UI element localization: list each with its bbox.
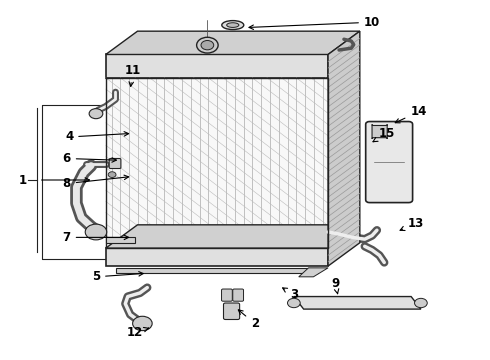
Text: 13: 13: [400, 216, 424, 230]
Text: 15: 15: [373, 127, 395, 142]
Text: 5: 5: [92, 270, 143, 283]
Polygon shape: [294, 297, 421, 309]
Text: 8: 8: [63, 175, 129, 190]
Polygon shape: [106, 78, 328, 248]
Circle shape: [89, 109, 103, 119]
Ellipse shape: [222, 21, 244, 30]
Circle shape: [196, 37, 218, 53]
Polygon shape: [328, 31, 360, 266]
Circle shape: [288, 298, 300, 308]
FancyBboxPatch shape: [223, 303, 240, 319]
Text: 11: 11: [124, 64, 141, 86]
Text: 4: 4: [65, 130, 128, 144]
Text: 14: 14: [395, 105, 427, 123]
Polygon shape: [106, 225, 360, 248]
Text: 9: 9: [331, 278, 340, 294]
Circle shape: [201, 41, 214, 50]
FancyBboxPatch shape: [366, 122, 413, 203]
Polygon shape: [106, 248, 328, 266]
Polygon shape: [116, 268, 318, 273]
Circle shape: [415, 298, 427, 308]
FancyBboxPatch shape: [109, 158, 121, 168]
Polygon shape: [299, 268, 328, 277]
Text: 7: 7: [63, 231, 128, 244]
FancyBboxPatch shape: [372, 125, 387, 139]
Circle shape: [133, 316, 152, 330]
Polygon shape: [106, 31, 360, 54]
Text: 10: 10: [249, 16, 380, 30]
Text: 3: 3: [283, 288, 298, 301]
Polygon shape: [106, 237, 135, 243]
Text: 12: 12: [127, 326, 149, 339]
Ellipse shape: [227, 23, 239, 27]
Circle shape: [85, 224, 107, 240]
Polygon shape: [106, 54, 328, 78]
Circle shape: [108, 172, 116, 177]
FancyBboxPatch shape: [221, 289, 232, 301]
Text: 2: 2: [238, 310, 259, 330]
FancyBboxPatch shape: [233, 289, 244, 301]
Text: 6: 6: [63, 152, 117, 165]
Text: 1: 1: [19, 174, 27, 186]
